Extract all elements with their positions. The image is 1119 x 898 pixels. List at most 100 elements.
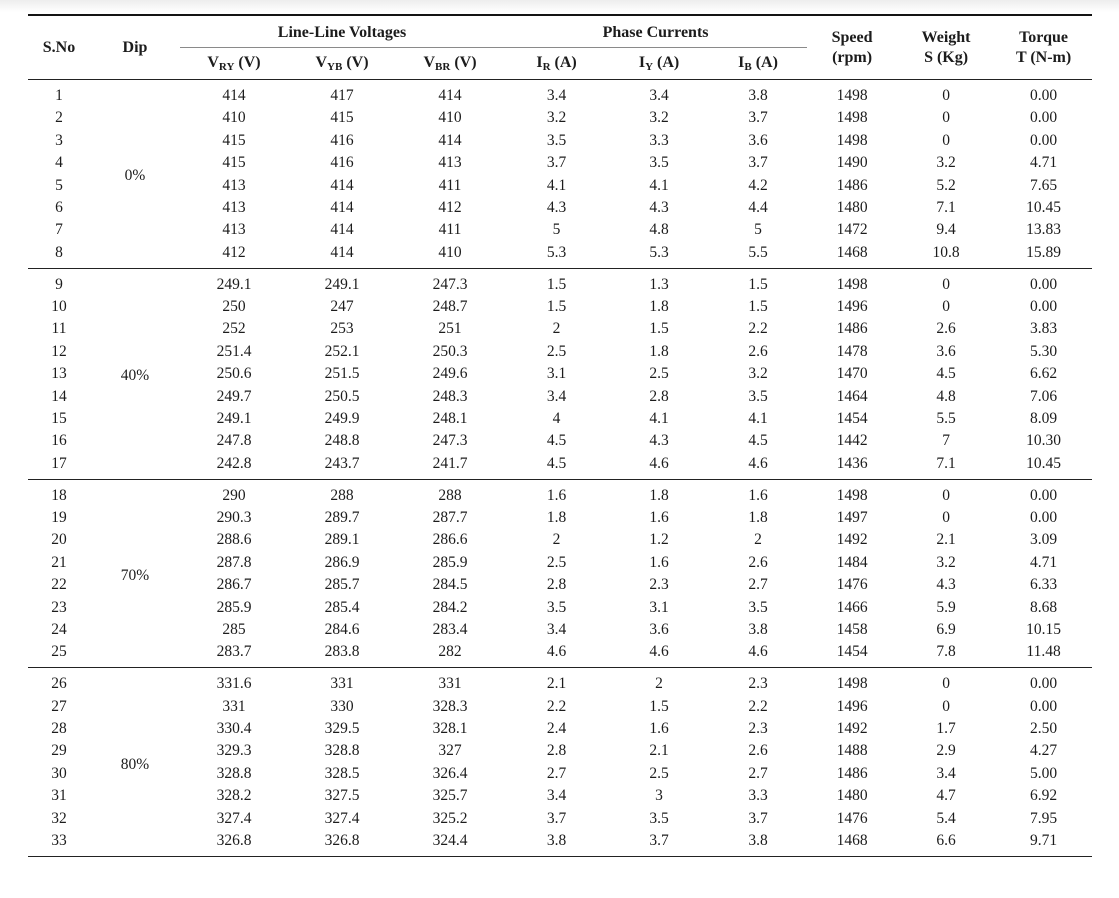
cell-sno: 33	[51, 831, 67, 849]
cell-iy: 4.3	[649, 198, 669, 216]
cell-vbr: 250.3	[432, 342, 468, 360]
cell-speed: 1464	[836, 387, 868, 405]
cell-speed: 1496	[836, 697, 868, 715]
table-row: 23 285.9 285.4 284.2 3.5 3.1 3.5 1466 5.9 8.68	[28, 596, 1092, 618]
cell-vry: 247.8	[216, 432, 252, 450]
cell-iy: 3.5	[649, 809, 669, 827]
cell-iy: 3.3	[649, 131, 669, 149]
cell-vry: 252	[222, 320, 246, 338]
cell-vry: 412	[222, 243, 246, 261]
cell-iy: 2.1	[649, 742, 669, 760]
cell-ir: 2.1	[546, 675, 567, 693]
table-row: 18 70% 290 288 288 1.6 1.8 1.6 1498 0 0.00	[28, 479, 1092, 584]
cell-ir: 2	[552, 320, 561, 338]
cell-iy: 2.3	[649, 576, 669, 594]
cell-vbr: 325.2	[432, 809, 468, 827]
cell-vyb: 286.9	[324, 553, 360, 571]
cell-torque: 0.00	[1030, 675, 1058, 693]
cell-sno: 19	[51, 509, 67, 526]
cell-speed: 1480	[836, 787, 868, 805]
cell-ir: 4.3	[546, 198, 567, 216]
cell-weight: 2.1	[936, 531, 956, 549]
cell-vyb: 289.1	[324, 531, 360, 549]
cell-speed: 1498	[836, 486, 868, 504]
table-row: 27 331 330 328.3 2.2 1.5 2.2 1496 0 0.00	[28, 695, 1092, 717]
col-header-speed-line2: (rpm)	[832, 48, 873, 66]
cell-speed: 1478	[836, 342, 868, 360]
cell-vry: 413	[222, 221, 246, 239]
cell-sno: 24	[51, 620, 67, 638]
cell-vry: 242.8	[216, 454, 252, 472]
cell-torque: 10.45	[1026, 198, 1061, 216]
cell-ir: 3.7	[546, 809, 567, 827]
dip-group-80: 26 80% 331.6 331 331 2.1 2 2.3 1498 0 0.00 27 331 330…	[28, 667, 1093, 857]
cell-vyb: 414	[330, 176, 354, 194]
cell-torque: 11.48	[1026, 643, 1061, 661]
table-row: 19 290.3 289.7 287.7 1.8 1.6 1.8 1497 0 0.00	[28, 506, 1092, 528]
cell-sno: 21	[51, 553, 67, 571]
cell-ib: 3.8	[748, 87, 768, 104]
cell-speed: 1476	[836, 809, 868, 827]
table-row: 3 415 416 414 3.5 3.3 3.6 1498 0 0.00	[28, 129, 1092, 151]
table-row: 25 283.7 283.8 282 4.6 4.6 4.6 1454 7.8 11.48	[28, 641, 1092, 668]
col-header-weight: Weight S (Kg)	[897, 15, 995, 80]
col-header-torque-line2: T (N-m)	[1015, 48, 1072, 66]
table-row: 33 326.8 326.8 324.4 3.8 3.7 3.8 1468 6.6 9.71	[28, 829, 1092, 856]
cell-ib: 3.8	[748, 831, 768, 849]
cell-ib: 3.5	[748, 387, 768, 405]
cell-vry: 415	[222, 131, 246, 149]
cell-vbr: 284.2	[432, 598, 468, 616]
cell-vyb: 329.5	[324, 720, 360, 737]
cell-sno: 6	[55, 198, 63, 216]
cell-vbr: 283.4	[432, 620, 468, 638]
col-header-weight-line1: Weight	[921, 28, 971, 46]
cell-vry: 413	[222, 198, 246, 216]
cell-iy: 1.8	[649, 298, 669, 315]
cell-iy: 4.1	[649, 176, 669, 194]
cell-vbr: 411	[438, 221, 462, 239]
cell-ir: 1.6	[546, 486, 567, 504]
cell-vyb: 283.8	[324, 643, 360, 661]
cell-vry: 331	[222, 697, 246, 715]
header-row-subcolumns: VRY (V) VYB (V) VBR (V) IR (A) IY (A) IB…	[28, 48, 1092, 80]
cell-torque: 7.95	[1030, 809, 1058, 827]
col-header-weight-line2: S (Kg)	[924, 48, 969, 66]
cell-iy: 4.1	[649, 409, 669, 427]
cell-sno: 30	[51, 764, 67, 782]
cell-weight: 0	[942, 509, 950, 526]
cell-vbr: 249.6	[432, 365, 468, 383]
cell-ib: 3.2	[748, 365, 768, 383]
table-row: 29 329.3 328.8 327 2.8 2.1 2.6 1488 2.9 4.27	[28, 740, 1092, 762]
cell-ir: 3.5	[546, 598, 567, 616]
cell-sno: 9	[55, 275, 63, 293]
cell-sno: 26	[51, 675, 67, 693]
dip-group-70: 18 70% 290 288 288 1.6 1.8 1.6 1498 0 0.00 19 290.3 2…	[28, 479, 1093, 668]
cell-torque: 0.00	[1030, 298, 1058, 315]
cell-ib: 3.6	[748, 131, 768, 149]
cell-torque: 7.65	[1030, 176, 1058, 194]
cell-sno: 31	[51, 787, 67, 805]
cell-ib: 4.6	[748, 454, 768, 472]
cell-ir: 3.4	[546, 787, 567, 805]
cell-weight: 0	[942, 87, 950, 104]
cell-vbr: 412	[438, 198, 462, 216]
cell-ib: 4.1	[748, 409, 768, 427]
cell-vbr: 414	[438, 131, 462, 149]
dip-group-40: 9 40% 249.1 249.1 247.3 1.5 1.3 1.5 1498 0 0.00 10 2…	[28, 268, 1093, 479]
cell-speed: 1492	[836, 720, 868, 737]
cell-speed: 1480	[836, 198, 868, 216]
cell-vry: 250.6	[216, 365, 252, 383]
cell-weight: 4.3	[936, 576, 956, 594]
cell-vry: 286.7	[216, 576, 252, 594]
cell-vry: 413	[222, 176, 246, 194]
cell-sno: 4	[55, 154, 63, 172]
cell-weight: 5.5	[936, 409, 956, 427]
cell-ib: 1.6	[748, 486, 768, 504]
cell-ir: 3.4	[546, 87, 567, 104]
table-row: 22 286.7 285.7 284.5 2.8 2.3 2.7 1476 4.3 6.33	[28, 573, 1092, 595]
cell-weight: 0	[942, 486, 950, 504]
cell-sno: 3	[55, 131, 63, 149]
cell-torque: 5.30	[1030, 342, 1058, 360]
col-header-vyb: VYB (V)	[315, 54, 369, 73]
cell-ir: 4	[552, 409, 561, 427]
